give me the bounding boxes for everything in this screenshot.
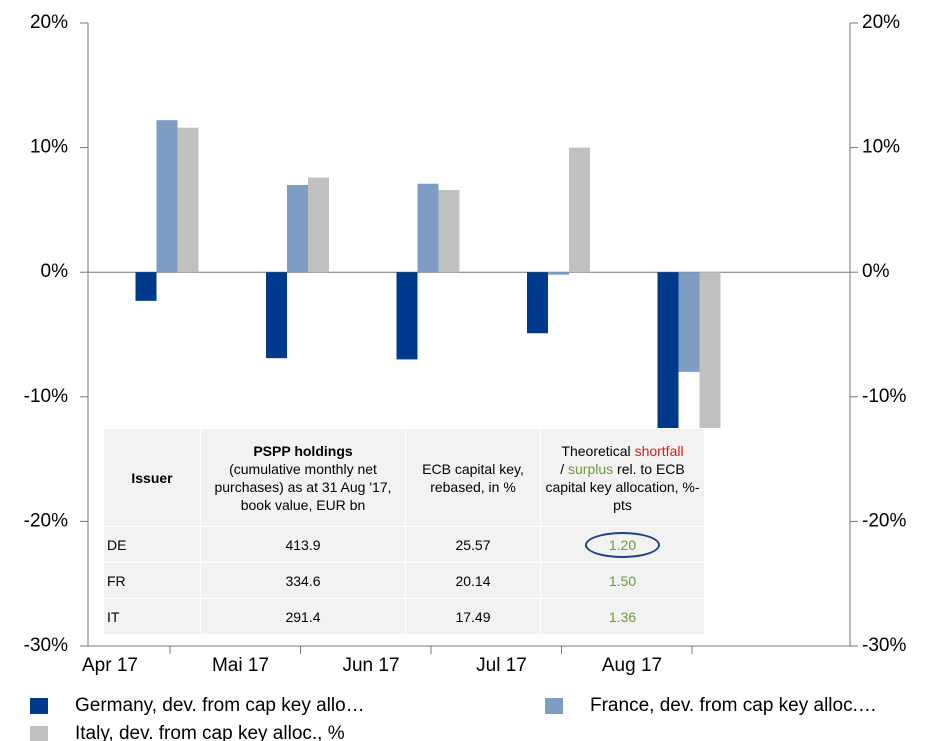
header-holdings: PSPP holdings (cumulative monthly net pur… <box>200 428 406 527</box>
pspp-table: Issuer PSPP holdings (cumulative monthly … <box>103 428 705 635</box>
x-tick-label: Jun 17 <box>342 655 399 676</box>
table-cell: 25.57 <box>405 526 541 563</box>
bar <box>287 184 308 273</box>
cell-text: 1.36 <box>608 608 637 625</box>
table-cell: DE <box>103 526 201 563</box>
cell-text: 1.20 <box>584 531 661 558</box>
y-tick-label: -30% <box>24 635 68 656</box>
legend-label: Italy, dev. from cap key alloc., % <box>75 723 345 741</box>
legend-swatch <box>30 726 48 741</box>
cell-text: IT <box>107 608 120 625</box>
cell-text: 25.57 <box>455 536 491 553</box>
y2-tick-label: -10% <box>862 386 906 407</box>
x-tick-label: Mai 17 <box>212 655 269 676</box>
table-row: FR 334.6 20.14 1.50 <box>103 562 705 599</box>
table-cell: 1.20 <box>540 526 705 563</box>
header-text: ECB capital key, rebased, in % <box>422 460 524 495</box>
y2-tick-label: -20% <box>862 510 906 531</box>
cell-text: 17.49 <box>455 608 491 625</box>
y2-tick-label: 20% <box>862 12 900 33</box>
bar <box>548 272 569 275</box>
y2-tick-label: 0% <box>862 261 890 282</box>
bar <box>396 272 418 360</box>
y-tick-label: 10% <box>30 137 68 158</box>
cell-text: 334.6 <box>285 572 321 589</box>
bar <box>678 272 700 372</box>
header-text: Theoretical <box>561 442 631 459</box>
x-tick-label: Aug 17 <box>602 655 662 676</box>
cell-text: 413.9 <box>285 536 321 553</box>
bar <box>135 272 157 301</box>
y-tick-label: 20% <box>30 12 68 33</box>
header-text: Issuer <box>131 469 173 486</box>
legend-swatch <box>545 698 563 714</box>
table-cell: 17.49 <box>405 598 541 635</box>
bar <box>177 127 199 273</box>
header-issuer: Issuer <box>103 428 201 527</box>
bar <box>308 177 329 273</box>
cell-text: FR <box>107 572 126 589</box>
header-text: shortfall <box>634 442 684 459</box>
header-text: PSPP holdings <box>253 442 353 459</box>
bar <box>417 183 439 273</box>
table-cell: 20.14 <box>405 562 541 599</box>
header-text: surplus <box>568 460 614 477</box>
table-cell: 1.36 <box>540 598 705 635</box>
cell-text: DE <box>107 536 127 553</box>
bar <box>266 272 287 359</box>
header-gap: Theoretical shortfall / surplus rel. to E… <box>540 428 705 527</box>
cell-text: 20.14 <box>455 572 491 589</box>
cell-text: 291.4 <box>285 608 321 625</box>
table-cell: 1.50 <box>540 562 705 599</box>
y-tick-label: 0% <box>41 261 69 282</box>
legend-swatch <box>30 698 48 714</box>
bar <box>569 147 590 273</box>
table-row: IT 291.4 17.49 1.36 <box>103 598 705 635</box>
x-tick-label: Jul 17 <box>476 655 527 676</box>
table-row: DE 413.9 25.57 1.20 <box>103 526 705 563</box>
bar <box>527 272 548 334</box>
x-tick-label: Apr 17 <box>82 655 138 676</box>
header-text: / <box>560 460 565 477</box>
bar <box>438 189 460 273</box>
legend-label: Germany, dev. from cap key allo… <box>75 695 365 716</box>
y-tick-label: -20% <box>24 510 68 531</box>
header-key: ECB capital key, rebased, in % <box>405 428 541 527</box>
table-cell: FR <box>103 562 201 599</box>
header-text: (cumulative monthly net purchases) as at… <box>214 460 392 513</box>
table-cell: 291.4 <box>200 598 406 635</box>
table-cell: 334.6 <box>200 562 406 599</box>
table-cell: IT <box>103 598 201 635</box>
y-tick-label: -10% <box>24 386 68 407</box>
legend-label: France, dev. from cap key alloc.… <box>590 695 877 716</box>
y2-tick-label: -30% <box>862 635 906 656</box>
bar <box>156 120 178 273</box>
bar <box>699 272 721 428</box>
table-cell: 413.9 <box>200 526 406 563</box>
cell-text: 1.50 <box>608 572 637 589</box>
table-header: Issuer PSPP holdings (cumulative monthly … <box>103 428 705 527</box>
y2-tick-label: 10% <box>862 137 900 158</box>
header-text: rel. to ECB capital key allocation, %-pt… <box>545 460 700 513</box>
